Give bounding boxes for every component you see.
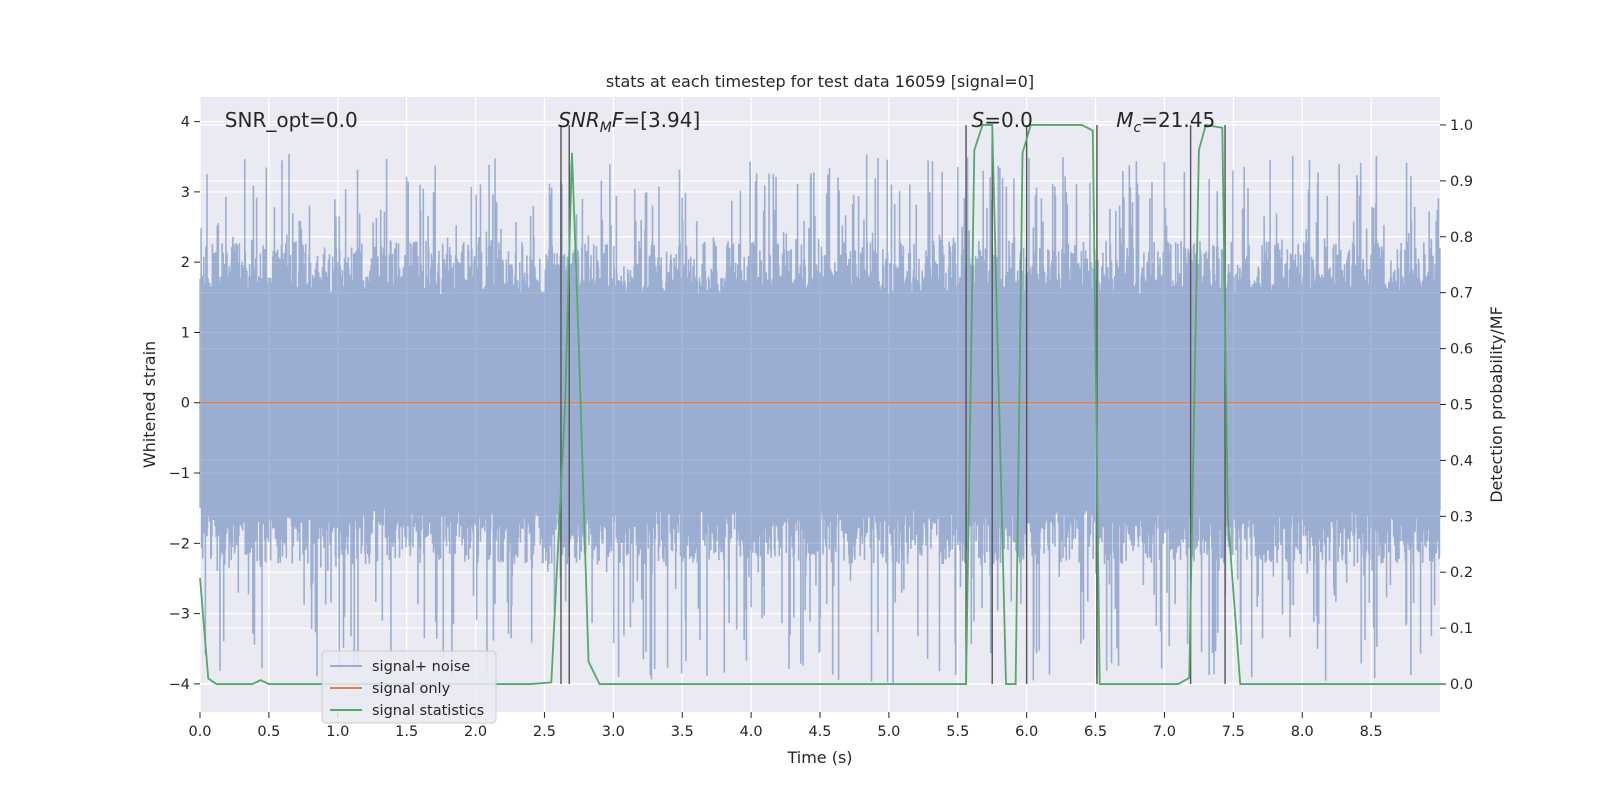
legend: signal+ noise signal only signal statistic… (321, 650, 497, 724)
y-tick-label: −1 (169, 466, 190, 482)
y-right-tick-label: 1.0 (1450, 118, 1473, 134)
annotation-text: Mc=21.45 (1116, 108, 1215, 136)
x-tick-label: 6.0 (1015, 724, 1038, 740)
y-right-tick-label: 0.7 (1450, 286, 1473, 302)
signal-statistics-line (199, 123, 1440, 685)
x-tick-label: 4.0 (740, 724, 763, 740)
x-tick-label: 7.5 (1222, 724, 1245, 740)
chart-title: stats at each timestep for test data 160… (606, 72, 1034, 91)
x-tick-label: 5.5 (946, 724, 969, 740)
annotation-text: S=0.0 (972, 108, 1033, 132)
x-tick-label: 0.5 (257, 724, 280, 740)
y-tick-label: −3 (169, 607, 190, 623)
x-tick-label: 4.5 (808, 724, 831, 740)
legend-entry: signal statistics (372, 703, 484, 719)
y-tick-label: 3 (181, 185, 190, 201)
x-tick-label: 1.5 (395, 724, 418, 740)
y-tick-label: 2 (181, 255, 190, 271)
x-tick-label: 1.0 (326, 724, 349, 740)
x-tick-label: 3.0 (602, 724, 625, 740)
y-right-tick-label: 0.5 (1450, 398, 1473, 414)
y-right-tick-label: 0.8 (1450, 230, 1473, 246)
y-right-tick-label: 0.9 (1450, 174, 1473, 190)
y-right-tick-label: 0.0 (1450, 677, 1473, 693)
y-tick-label: 0 (181, 396, 190, 412)
y-tick-label: −4 (169, 677, 190, 693)
y-right-tick-label: 0.1 (1450, 621, 1473, 637)
y-axis-label: Whitened strain (140, 341, 159, 468)
y-right-tick-label: 0.4 (1450, 453, 1473, 469)
annotations: SNR_opt=0.0 SNRMF=[3.94] S=0.0 Mc=21.45 (225, 108, 1215, 136)
x-tick-label: 7.0 (1153, 724, 1176, 740)
x-tick-label: 6.5 (1084, 724, 1107, 740)
annotation-text: SNRMF=[3.94] (558, 108, 700, 136)
right-y-axis-ticks: 0.0 0.1 0.2 0.3 0.4 0.5 0.6 0.7 0.8 0.9 1.0 (1440, 118, 1473, 693)
x-tick-label: 2.0 (464, 724, 487, 740)
x-tick-label: 0.0 (188, 724, 211, 740)
y-right-tick-label: 0.2 (1450, 565, 1473, 581)
x-tick-label: 2.5 (533, 724, 556, 740)
x-axis-label: Time (s) (786, 748, 852, 767)
legend-box (321, 650, 497, 724)
legend-entry: signal only (372, 681, 451, 697)
x-tick-label: 5.0 (877, 724, 900, 740)
y-right-tick-label: 0.3 (1450, 509, 1473, 525)
x-axis-ticks: 0.0 0.5 1.0 1.5 2.0 2.5 3.0 3.5 4.0 4.5 5.0 5.5 6.0 6… (188, 712, 1383, 740)
x-tick-label: 8.0 (1291, 724, 1314, 740)
x-tick-label: 3.5 (671, 724, 694, 740)
left-y-axis-ticks: −4 −3 −2 −1 0 1 2 3 4 (169, 115, 200, 693)
y-right-tick-label: 0.6 (1450, 342, 1473, 358)
legend-entry: signal+ noise (372, 659, 470, 675)
right-y-axis-label: Detection probability/MF (1487, 306, 1506, 503)
annotation-text: SNR_opt=0.0 (225, 108, 358, 132)
series-signal-statistics (199, 123, 1440, 685)
y-tick-label: 4 (181, 115, 190, 131)
y-tick-label: −2 (169, 536, 190, 552)
x-tick-label: 8.5 (1360, 724, 1383, 740)
y-tick-label: 1 (181, 325, 190, 341)
